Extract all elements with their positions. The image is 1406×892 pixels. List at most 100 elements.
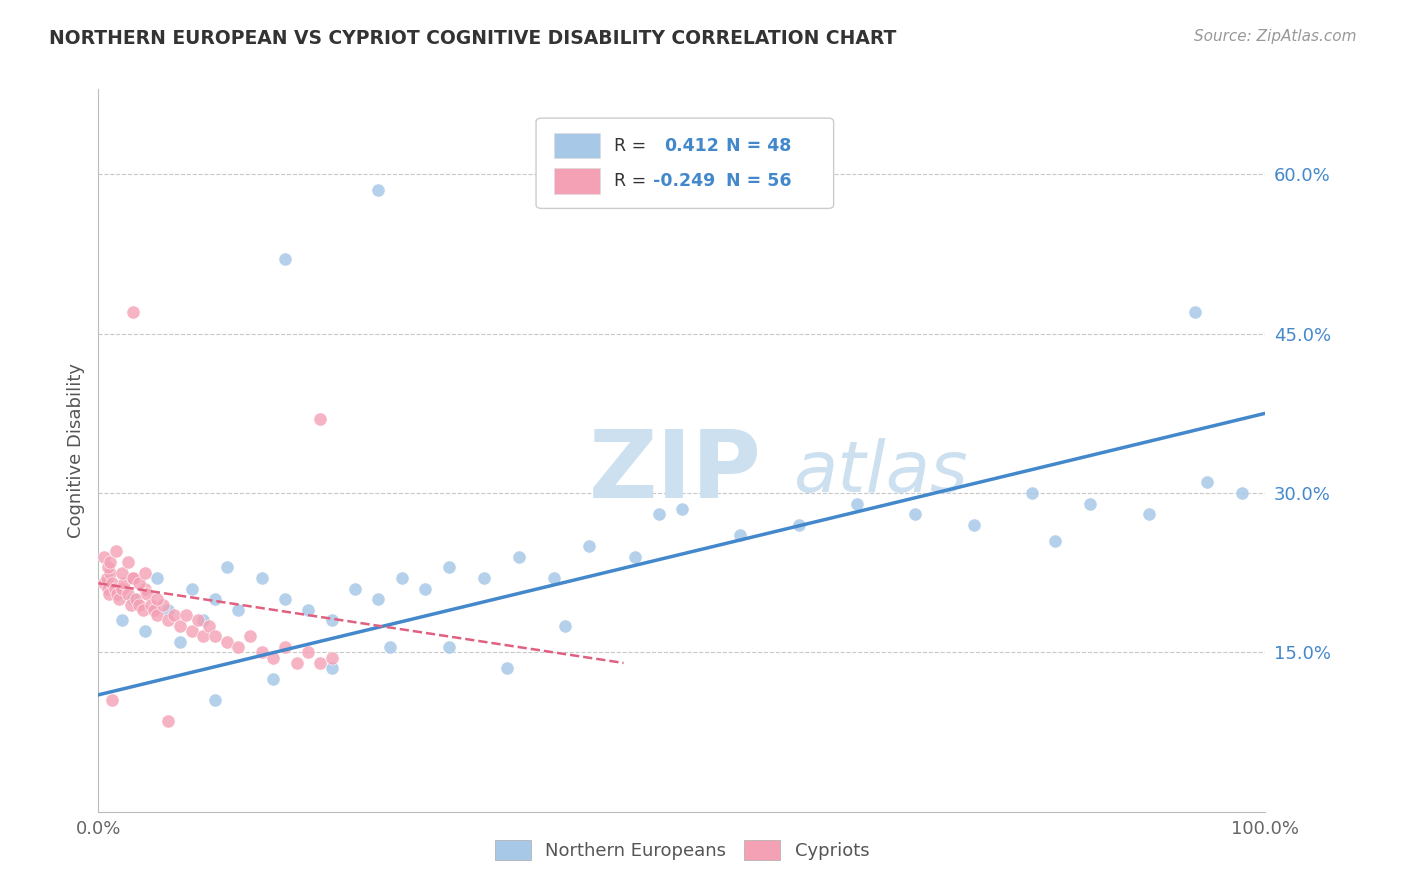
Point: [180, 582, 202, 596]
Point: [250, 645, 273, 659]
Point: [297, 603, 319, 617]
Point: [143, 603, 166, 617]
Text: atlas: atlas: [793, 438, 967, 507]
Legend: Northern Europeans, Cypriots: Northern Europeans, Cypriots: [488, 832, 876, 868]
Point: [647, 507, 669, 521]
Point: [962, 517, 984, 532]
Point: [274, 640, 297, 654]
Point: [730, 528, 752, 542]
Point: [437, 560, 460, 574]
Point: [239, 629, 262, 643]
Point: [380, 640, 402, 654]
Point: [104, 544, 127, 558]
Point: [122, 571, 145, 585]
Point: [125, 592, 148, 607]
Point: [321, 650, 343, 665]
Point: [344, 582, 367, 596]
Point: [174, 608, 197, 623]
Point: [157, 614, 180, 628]
Point: [112, 576, 135, 591]
Point: [204, 693, 226, 707]
Point: [111, 614, 134, 628]
Point: [163, 608, 186, 623]
Text: R =: R =: [614, 172, 647, 190]
Point: [413, 582, 436, 596]
Point: [132, 603, 155, 617]
Point: [204, 629, 226, 643]
Point: [846, 497, 869, 511]
Point: [472, 571, 495, 585]
Point: [1080, 497, 1102, 511]
Point: [367, 592, 389, 607]
Point: [215, 634, 238, 648]
Point: [97, 560, 120, 574]
Point: [134, 582, 156, 596]
Point: [128, 576, 150, 591]
Point: [554, 619, 576, 633]
Point: [134, 624, 156, 639]
Text: R =: R =: [614, 136, 647, 154]
Point: [391, 571, 413, 585]
Point: [98, 566, 121, 580]
Point: [101, 693, 124, 707]
Point: [367, 183, 389, 197]
Text: ZIP: ZIP: [589, 426, 762, 518]
Point: [96, 571, 118, 585]
Point: [146, 592, 169, 607]
Point: [97, 587, 120, 601]
Text: Source: ZipAtlas.com: Source: ZipAtlas.com: [1194, 29, 1357, 45]
Point: [262, 672, 284, 686]
Point: [152, 598, 174, 612]
Point: [122, 592, 145, 607]
Point: [146, 608, 169, 623]
Point: [1137, 507, 1160, 521]
Point: [671, 502, 693, 516]
Point: [578, 539, 600, 553]
Point: [193, 614, 215, 628]
Point: [262, 650, 284, 665]
Point: [437, 640, 460, 654]
Point: [250, 571, 273, 585]
Point: [309, 656, 332, 670]
Point: [93, 549, 115, 564]
Y-axis label: Cognitive Disability: Cognitive Disability: [66, 363, 84, 538]
FancyBboxPatch shape: [536, 118, 834, 209]
Point: [111, 566, 134, 580]
Point: [274, 252, 297, 267]
Point: [1045, 533, 1067, 548]
Point: [122, 571, 145, 585]
Point: [321, 661, 343, 675]
Point: [1195, 475, 1218, 490]
FancyBboxPatch shape: [554, 169, 600, 194]
Text: N = 56: N = 56: [727, 172, 792, 190]
Point: [136, 587, 159, 601]
Point: [122, 305, 145, 319]
Point: [1021, 486, 1043, 500]
Point: [543, 571, 565, 585]
Point: [117, 555, 139, 569]
Point: [198, 619, 221, 633]
Text: -0.249: -0.249: [652, 172, 716, 190]
Point: [139, 598, 162, 612]
Point: [134, 566, 156, 580]
Point: [228, 603, 250, 617]
Text: 0.412: 0.412: [665, 136, 720, 154]
Point: [169, 619, 191, 633]
Point: [1184, 305, 1206, 319]
Point: [128, 598, 150, 612]
Point: [157, 603, 180, 617]
Point: [104, 582, 127, 596]
Point: [101, 576, 124, 591]
Point: [146, 571, 169, 585]
Point: [97, 582, 120, 596]
Point: [309, 411, 332, 425]
Point: [204, 592, 226, 607]
Point: [228, 640, 250, 654]
FancyBboxPatch shape: [554, 133, 600, 158]
Point: [105, 587, 128, 601]
Point: [321, 614, 343, 628]
Point: [1230, 486, 1253, 500]
Point: [215, 560, 238, 574]
Point: [624, 549, 647, 564]
Point: [787, 517, 810, 532]
